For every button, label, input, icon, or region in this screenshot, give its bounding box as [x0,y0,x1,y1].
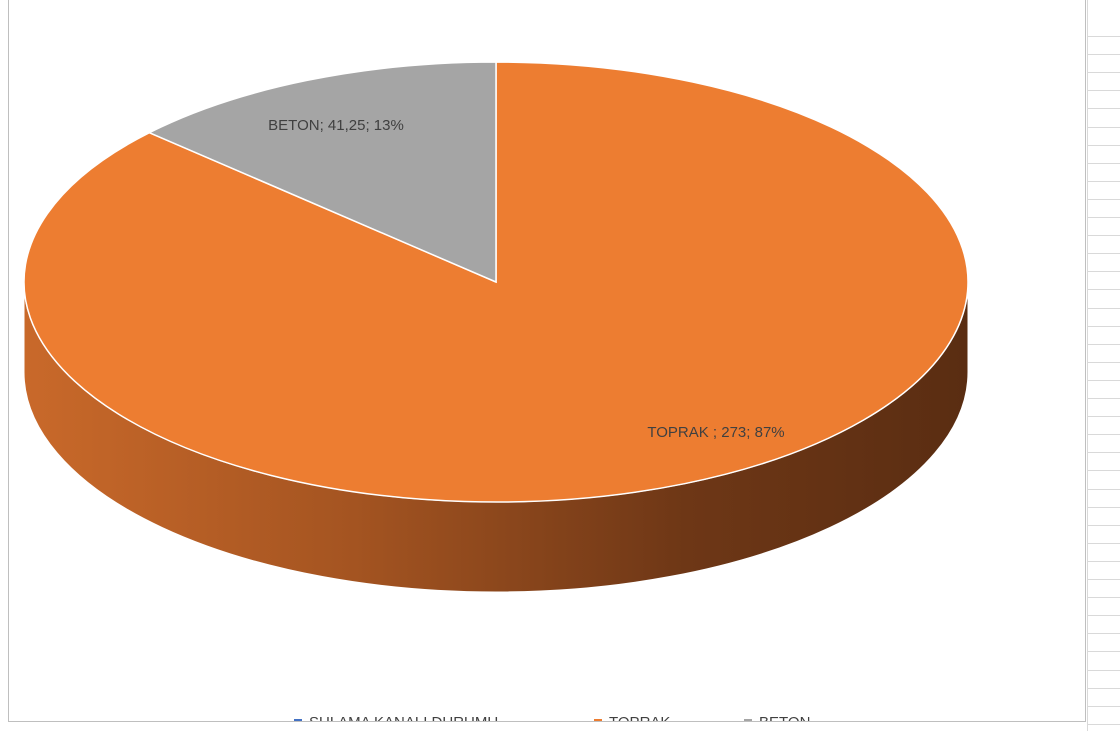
grid-row-line [1088,362,1120,363]
grid-row-line [1088,54,1120,55]
grid-row-line [1088,344,1120,345]
data-label-beton: BETON; 41,25; 13% [268,117,404,134]
spreadsheet-grid-strip [1087,0,1120,731]
grid-row-line [1088,525,1120,526]
grid-row-line [1088,597,1120,598]
grid-row-line [1088,90,1120,91]
legend-swatch [594,719,602,721]
grid-row-line [1088,127,1120,128]
grid-row-line [1088,670,1120,671]
grid-row-line [1088,380,1120,381]
grid-row-line [1088,434,1120,435]
grid-row-line [1088,416,1120,417]
grid-row-line [1088,470,1120,471]
grid-row-line [1088,489,1120,490]
grid-row-line [1088,615,1120,616]
pie-slice-beton [147,61,497,284]
legend: SULAMA KANALI DURUMU TOPRAK BETON [294,714,810,722]
grid-row-line [1088,253,1120,254]
legend-swatch [744,719,752,721]
grid-row-line [1088,145,1120,146]
grid-row-line [1088,72,1120,73]
grid-row-line [1088,326,1120,327]
grid-row-line [1088,217,1120,218]
grid-row-line [1088,507,1120,508]
grid-row-line [1088,452,1120,453]
grid-row-line [1088,688,1120,689]
pie-group: TOPRAK ; 273; 87% BETON; 41,25; 13% [23,61,969,593]
grid-row-line [1088,199,1120,200]
legend-label: TOPRAK [609,714,670,722]
grid-row-line [1088,271,1120,272]
grid-row-line [1088,308,1120,309]
grid-row-line [1088,108,1120,109]
grid-row-line [1088,163,1120,164]
grid-row-line [1088,633,1120,634]
grid-row-line [1088,579,1120,580]
legend-label: BETON [759,714,810,722]
grid-row-line [1088,398,1120,399]
grid-row-line [1088,651,1120,652]
grid-row-line [1088,561,1120,562]
grid-row-line [1088,724,1120,725]
grid-row-line [1088,289,1120,290]
pie-chart: TOPRAK ; 273; 87% BETON; 41,25; 13% SULAM… [23,61,969,722]
data-label-toprak: TOPRAK ; 273; 87% [647,424,784,441]
grid-row-line [1088,181,1120,182]
grid-row-line [1088,36,1120,37]
legend-label: SULAMA KANALI DURUMU [309,714,498,722]
grid-row-line [1088,235,1120,236]
grid-row-line [1088,543,1120,544]
chart-area: TOPRAK ; 273; 87% BETON; 41,25; 13% SULAM… [8,0,1086,722]
grid-row-line [1088,706,1120,707]
legend-swatch [294,719,302,721]
